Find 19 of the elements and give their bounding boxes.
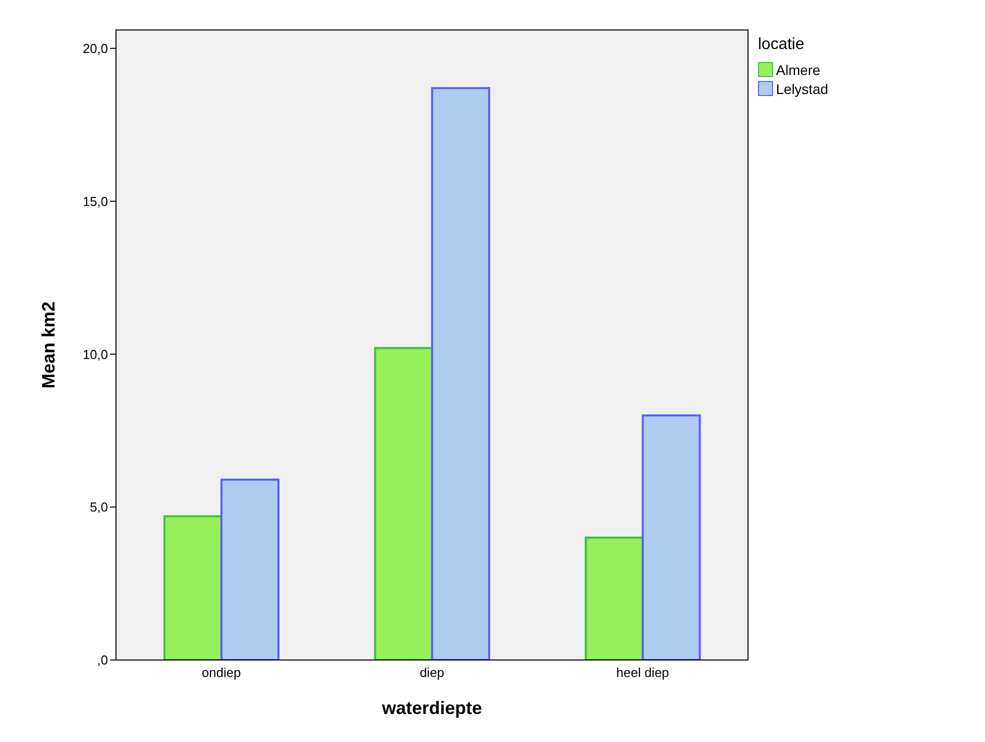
legend-label: Almere: [776, 62, 820, 78]
x-tick-label: ondiep: [202, 665, 241, 680]
x-tick-label: heel diep: [616, 665, 670, 680]
bar: [220, 478, 280, 660]
bar: [374, 347, 434, 660]
x-tick-label: diep: [420, 665, 444, 680]
y-tick-label: 20,0: [82, 40, 108, 56]
bar: [584, 536, 644, 660]
y-axis-title: Mean km2: [38, 301, 58, 389]
bar: [163, 515, 222, 660]
x-axis-title: waterdiepte: [380, 698, 482, 718]
y-tick-label: 5,0: [90, 500, 108, 515]
bar: [642, 414, 701, 660]
y-tick-label: 15,0: [82, 194, 108, 209]
legend-label: Lelystad: [776, 80, 828, 96]
y-tick-label: 10,0: [82, 346, 108, 362]
bar: [431, 87, 490, 660]
legend-title: locatie: [758, 36, 806, 54]
y-tick-label: ,0: [97, 652, 108, 668]
